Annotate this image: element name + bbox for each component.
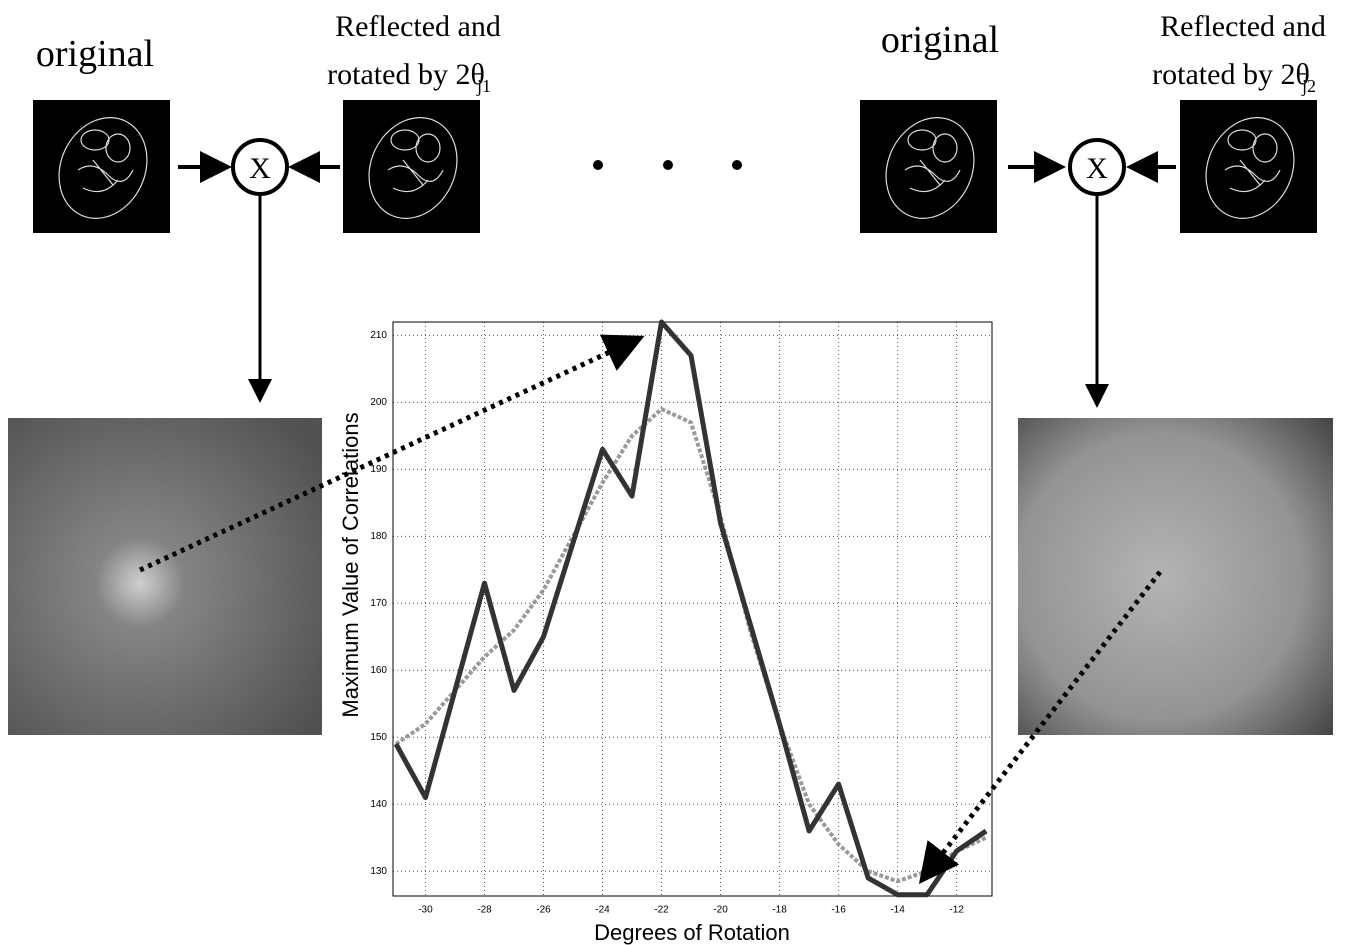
y-tick-label: 150 xyxy=(370,732,387,743)
y-tick-label: 190 xyxy=(370,464,387,475)
label-reflected: Reflected and xyxy=(335,10,501,43)
x-tick-label: -16 xyxy=(831,905,846,916)
original-image xyxy=(33,100,170,233)
label-subscript: j2 xyxy=(1301,76,1316,96)
x-tick-label: -12 xyxy=(949,905,964,916)
x-tick-label: -26 xyxy=(536,905,551,916)
label-rotated: rotated by 2θ xyxy=(327,58,485,91)
x-tick-label: -20 xyxy=(713,905,728,916)
chart: 130 140 150 160 170 180 190 200 210 -30 -28 -26 -24 -… xyxy=(370,322,992,916)
x-tick-label: -18 xyxy=(772,905,787,916)
x-tick-label: -14 xyxy=(890,905,905,916)
x-tick-label: -28 xyxy=(477,905,492,916)
y-tick-label: 210 xyxy=(370,330,387,341)
operator: X xyxy=(1086,152,1108,185)
y-tick-label: 200 xyxy=(370,397,387,408)
y-tick-label: 160 xyxy=(370,665,387,676)
page: original Reflected and rotated by 2θ j1 … xyxy=(0,0,1360,946)
y-axis-label: Maximum Value of Correlations xyxy=(338,412,363,717)
label-original: original xyxy=(36,33,154,75)
label-rotated: rotated by 2θ xyxy=(1152,58,1310,91)
correlation-image xyxy=(1018,418,1333,735)
correlation-image xyxy=(8,418,322,735)
x-tick-label: -24 xyxy=(595,905,610,916)
label-reflected: Reflected and xyxy=(1160,10,1326,43)
reflected-image xyxy=(343,100,480,233)
y-tick-label: 170 xyxy=(370,598,387,609)
label-subscript: j1 xyxy=(476,76,491,96)
x-tick-label: -22 xyxy=(654,905,669,916)
plot-frame xyxy=(393,322,992,896)
y-tick-label: 140 xyxy=(370,799,387,810)
figure: original Reflected and rotated by 2θ j1 … xyxy=(0,0,1360,946)
label-original: original xyxy=(881,19,999,61)
ellipsis xyxy=(593,160,742,170)
y-tick-label: 130 xyxy=(370,866,387,877)
x-axis-label: Degrees of Rotation xyxy=(594,920,790,945)
operator: X xyxy=(249,152,271,185)
x-tick-label: -30 xyxy=(418,905,433,916)
reflected-image xyxy=(1180,100,1317,233)
original-image xyxy=(860,100,997,233)
y-tick-label: 180 xyxy=(370,531,387,542)
